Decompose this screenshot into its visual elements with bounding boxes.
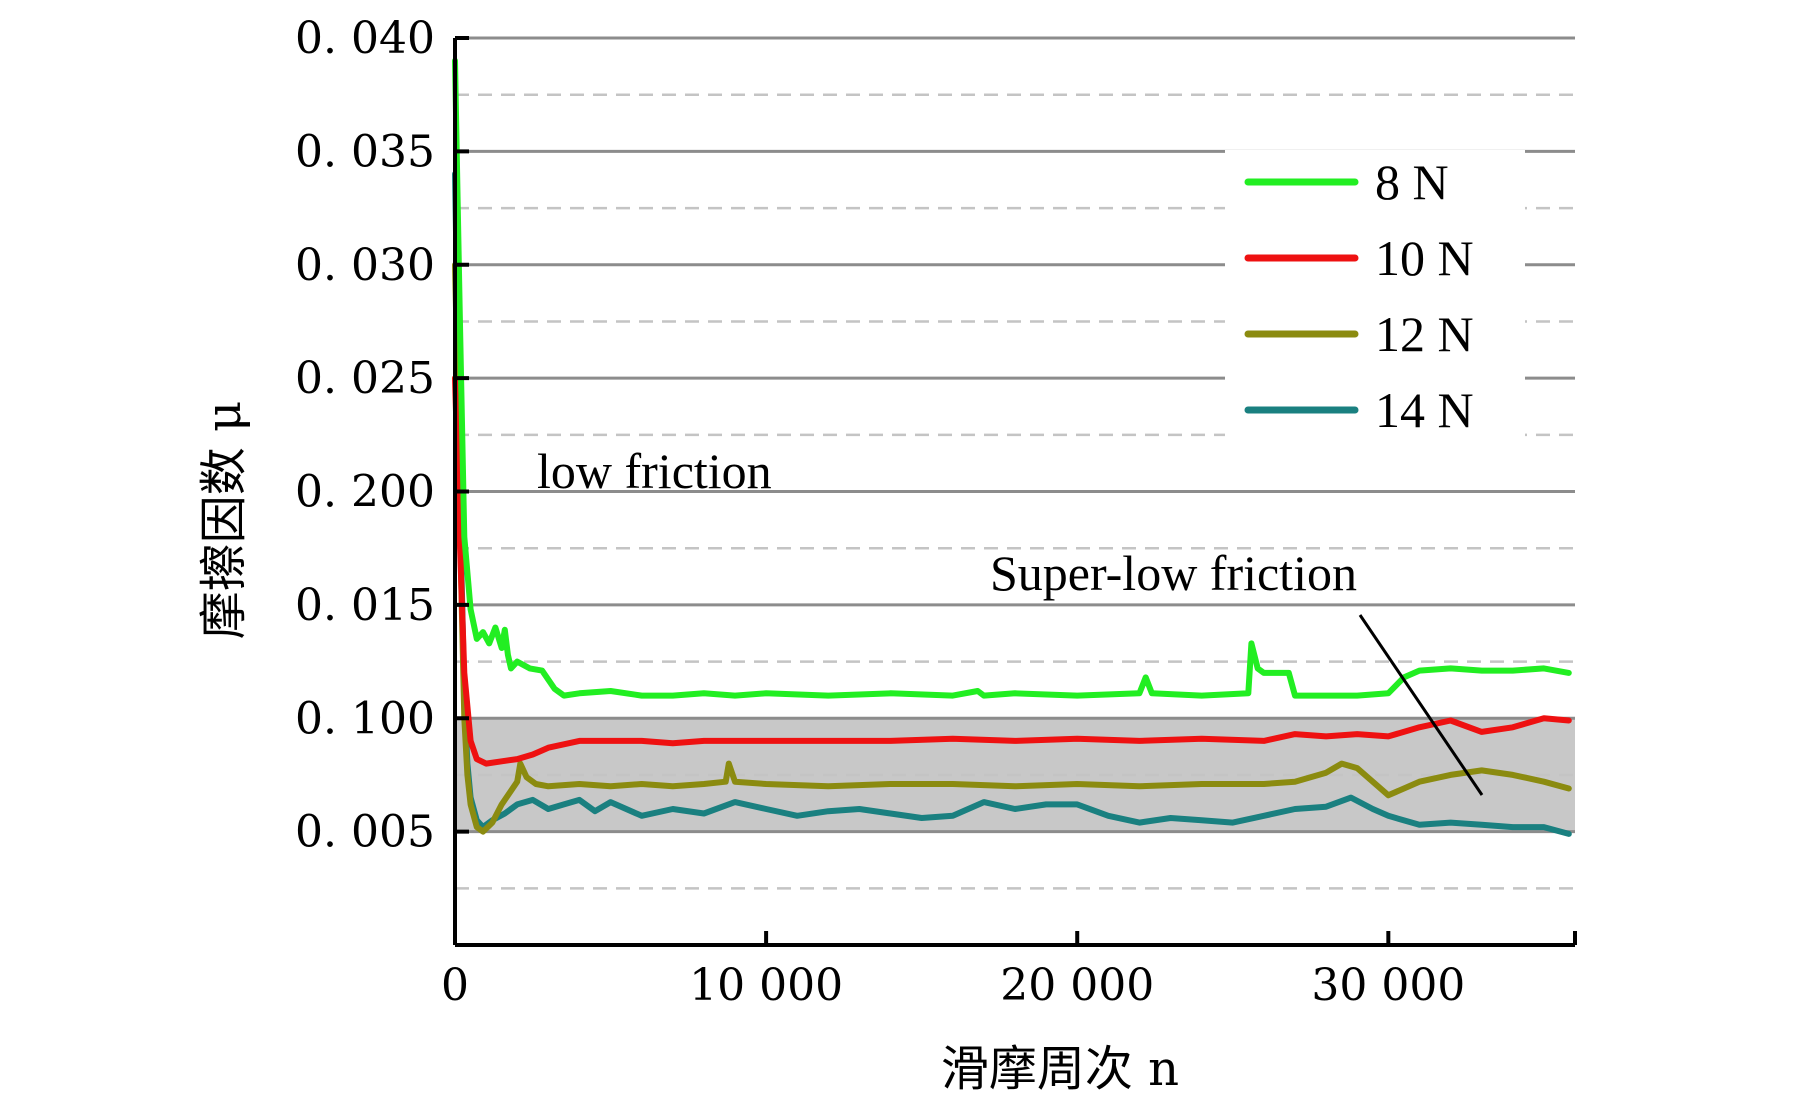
y-tick-label-6: 0. 035 — [295, 126, 435, 177]
series-layer — [452, 57, 1572, 837]
series-line-0 — [452, 57, 1572, 699]
legend-label-1: 10 N — [1375, 230, 1474, 286]
y-tick-label-4: 0. 025 — [295, 353, 435, 404]
y-tick-label-1: 0. 100 — [295, 693, 435, 744]
low-friction-annotation: low friction — [537, 443, 772, 499]
x-tick-label-0: 0 — [441, 960, 469, 1011]
tick-label-layer: 0. 005 0. 100 0. 015 0. 200 0. 025 0. 030 0. 0… — [295, 13, 1465, 1011]
series-line-1 — [452, 375, 1572, 767]
legend: 8 N 10 N 12 N 14 N — [1225, 150, 1525, 460]
super-low-friction-pointer — [1358, 614, 1484, 796]
legend-label-3: 14 N — [1375, 382, 1474, 438]
axis-layer — [453, 36, 1577, 947]
x-axis-title: 滑摩周次 n — [941, 1041, 1179, 1097]
x-tick-label-1: 10 000 — [689, 960, 843, 1011]
y-tick-label-5: 0. 030 — [295, 240, 435, 291]
legend-label-0: 8 N — [1375, 154, 1449, 210]
legend-label-2: 12 N — [1375, 306, 1474, 362]
annotation-layer: low friction Super-low friction — [537, 443, 1484, 796]
y-tick-label-7: 0. 040 — [295, 13, 435, 64]
y-tick-label-2: 0. 015 — [295, 580, 435, 631]
x-tick-label-2: 20 000 — [1000, 960, 1154, 1011]
super-low-friction-annotation: Super-low friction — [990, 545, 1357, 601]
series-line-2 — [452, 261, 1572, 835]
y-tick-label-3: 0. 200 — [295, 467, 435, 518]
y-axis-title: 摩擦因数 μ — [196, 401, 252, 639]
y-tick-label-0: 0. 005 — [295, 807, 435, 858]
x-tick-label-3: 30 000 — [1311, 960, 1465, 1011]
